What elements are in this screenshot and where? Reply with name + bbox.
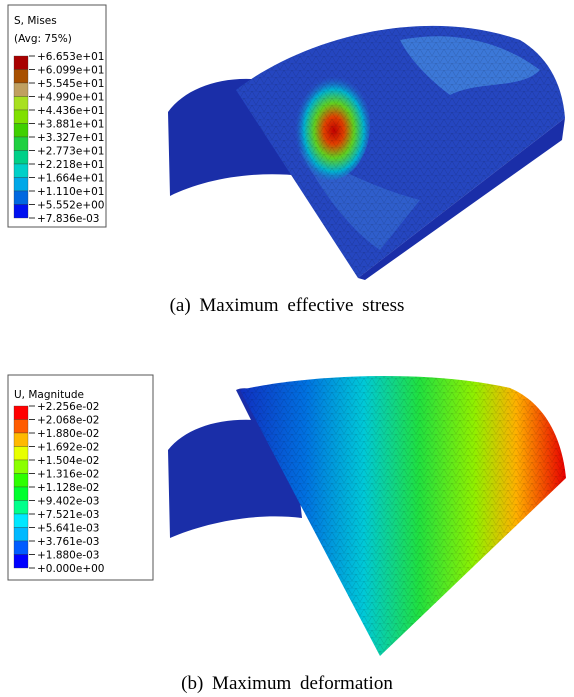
legend-label: +0.000e+00 bbox=[37, 563, 104, 575]
legend-swatch bbox=[14, 164, 28, 178]
legend-swatch bbox=[14, 124, 28, 138]
legend-swatch bbox=[14, 205, 28, 219]
legend-label: +9.402e-03 bbox=[37, 496, 99, 508]
legend-swatch bbox=[14, 97, 28, 111]
legend-swatch bbox=[14, 555, 28, 569]
legend-swatch bbox=[14, 151, 28, 165]
legend-swatch bbox=[14, 178, 28, 192]
legend-label: +1.692e-02 bbox=[37, 442, 99, 454]
legend-label: +6.653e+01 bbox=[37, 51, 104, 63]
legend-swatch bbox=[14, 83, 28, 97]
legend-label: +2.218e+01 bbox=[37, 159, 104, 171]
legend-subtitle: (Avg: 75%) bbox=[14, 33, 72, 45]
legend-label: +2.068e-02 bbox=[37, 415, 99, 427]
legend-swatch bbox=[14, 514, 28, 528]
legend-swatch bbox=[14, 191, 28, 205]
legend-label: +1.880e-03 bbox=[37, 550, 99, 562]
legend-swatch bbox=[14, 541, 28, 555]
legend-swatch bbox=[14, 56, 28, 70]
legend-label: +5.552e+00 bbox=[37, 200, 104, 212]
legend-swatch bbox=[14, 447, 28, 461]
caption: (b) Maximum deformation bbox=[181, 673, 393, 694]
legend-label: +1.664e+01 bbox=[37, 173, 104, 185]
legend-label: +4.436e+01 bbox=[37, 105, 104, 117]
legend-label: +1.110e+01 bbox=[37, 186, 104, 198]
legend-swatch bbox=[14, 528, 28, 542]
legend-label: +7.836e-03 bbox=[37, 213, 99, 225]
legend-swatch bbox=[14, 420, 28, 434]
legend-label: +2.256e-02 bbox=[37, 401, 99, 413]
legend-label: +1.880e-02 bbox=[37, 428, 99, 440]
legend-swatch bbox=[14, 487, 28, 501]
legend-label: +6.099e+01 bbox=[37, 65, 104, 77]
deformation-contour bbox=[168, 376, 566, 656]
legend-label: +5.545e+01 bbox=[37, 78, 104, 90]
legend-label: +7.521e-03 bbox=[37, 509, 99, 521]
legend-swatch bbox=[14, 474, 28, 488]
legend-label: +3.761e-03 bbox=[37, 536, 99, 548]
legend-swatch bbox=[14, 110, 28, 124]
legend-swatch bbox=[14, 501, 28, 515]
legend-swatch bbox=[14, 70, 28, 84]
legend-label: +1.316e-02 bbox=[37, 469, 99, 481]
legend-label: +5.641e-03 bbox=[37, 523, 99, 535]
legend-label: +2.773e+01 bbox=[37, 146, 104, 158]
legend-title: U, Magnitude bbox=[14, 389, 84, 401]
legend-title: S, Mises bbox=[14, 15, 57, 27]
legend-swatch bbox=[14, 460, 28, 474]
legend-label: +4.990e+01 bbox=[37, 92, 104, 104]
figure: S, Mises (Avg: 75%) U, Magnitude (a) Max… bbox=[0, 0, 574, 697]
legend-label: +1.504e-02 bbox=[37, 455, 99, 467]
legend-label: +3.327e+01 bbox=[37, 132, 104, 144]
legend-swatch bbox=[14, 137, 28, 151]
stress-contour bbox=[168, 26, 565, 280]
legend-label: +3.881e+01 bbox=[37, 119, 104, 131]
caption: (a) Maximum effective stress bbox=[170, 295, 405, 316]
legend-swatch bbox=[14, 406, 28, 420]
legend-label: +1.128e-02 bbox=[37, 482, 99, 494]
legend-swatch bbox=[14, 433, 28, 447]
